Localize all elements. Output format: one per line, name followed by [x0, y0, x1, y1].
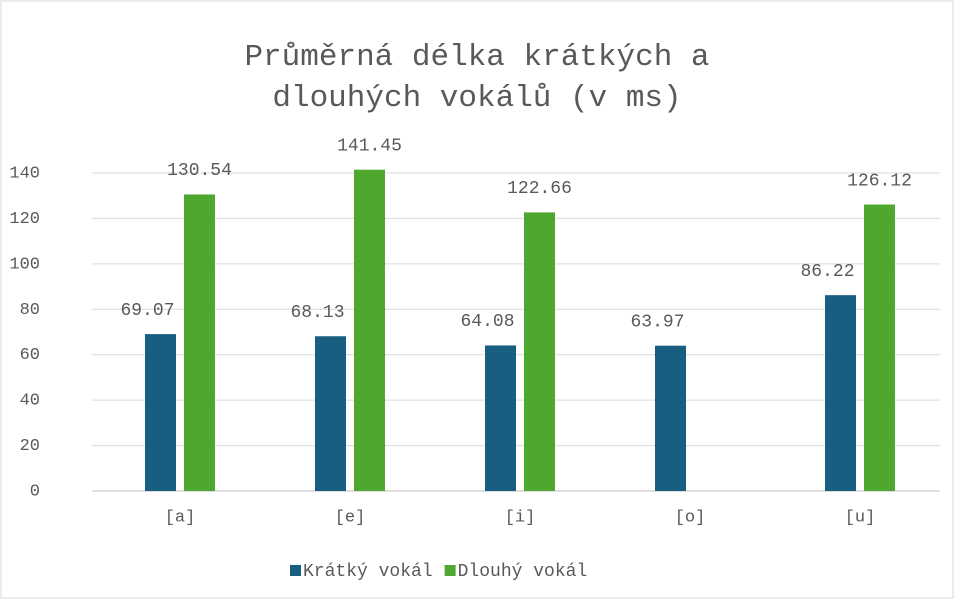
chart-title: Průměrná délka krátkých a: [244, 40, 709, 75]
bar: [485, 345, 516, 491]
y-tick-label: 60: [20, 346, 40, 365]
y-tick-label: 100: [9, 255, 40, 274]
y-tick-label: 0: [30, 482, 40, 501]
bar: [184, 194, 215, 491]
x-tick-label: [u]: [845, 508, 876, 527]
legend-label: Krátký vokál: [303, 562, 433, 582]
y-tick-label: 80: [20, 301, 40, 320]
legend-swatch: [290, 565, 301, 576]
bar: [524, 212, 555, 491]
chart-title: dlouhých vokálů (v ms): [272, 81, 681, 116]
bar: [145, 334, 176, 491]
legend-label: Dlouhý vokál: [458, 562, 588, 582]
data-label: 86.22: [800, 262, 854, 282]
data-label: 69.07: [120, 301, 174, 321]
data-label: 122.66: [507, 179, 572, 199]
data-label: 63.97: [630, 312, 684, 332]
data-label: 126.12: [847, 171, 912, 191]
x-tick-label: [i]: [505, 508, 536, 527]
bar: [864, 204, 895, 491]
x-tick-label: [e]: [335, 508, 366, 527]
data-label: 64.08: [460, 312, 514, 332]
data-label: 68.13: [290, 303, 344, 323]
bar: [354, 169, 385, 491]
bar: [315, 336, 346, 491]
y-tick-label: 20: [20, 437, 40, 456]
x-tick-label: [o]: [675, 508, 706, 527]
data-label: 141.45: [337, 136, 402, 156]
y-tick-label: 120: [9, 210, 40, 229]
data-label: 130.54: [167, 161, 232, 181]
bar: [825, 295, 856, 491]
y-tick-label: 140: [9, 164, 40, 183]
y-tick-label: 40: [20, 392, 40, 411]
legend-swatch: [444, 565, 456, 576]
x-tick-label: [a]: [165, 508, 196, 527]
bar: [655, 345, 686, 491]
